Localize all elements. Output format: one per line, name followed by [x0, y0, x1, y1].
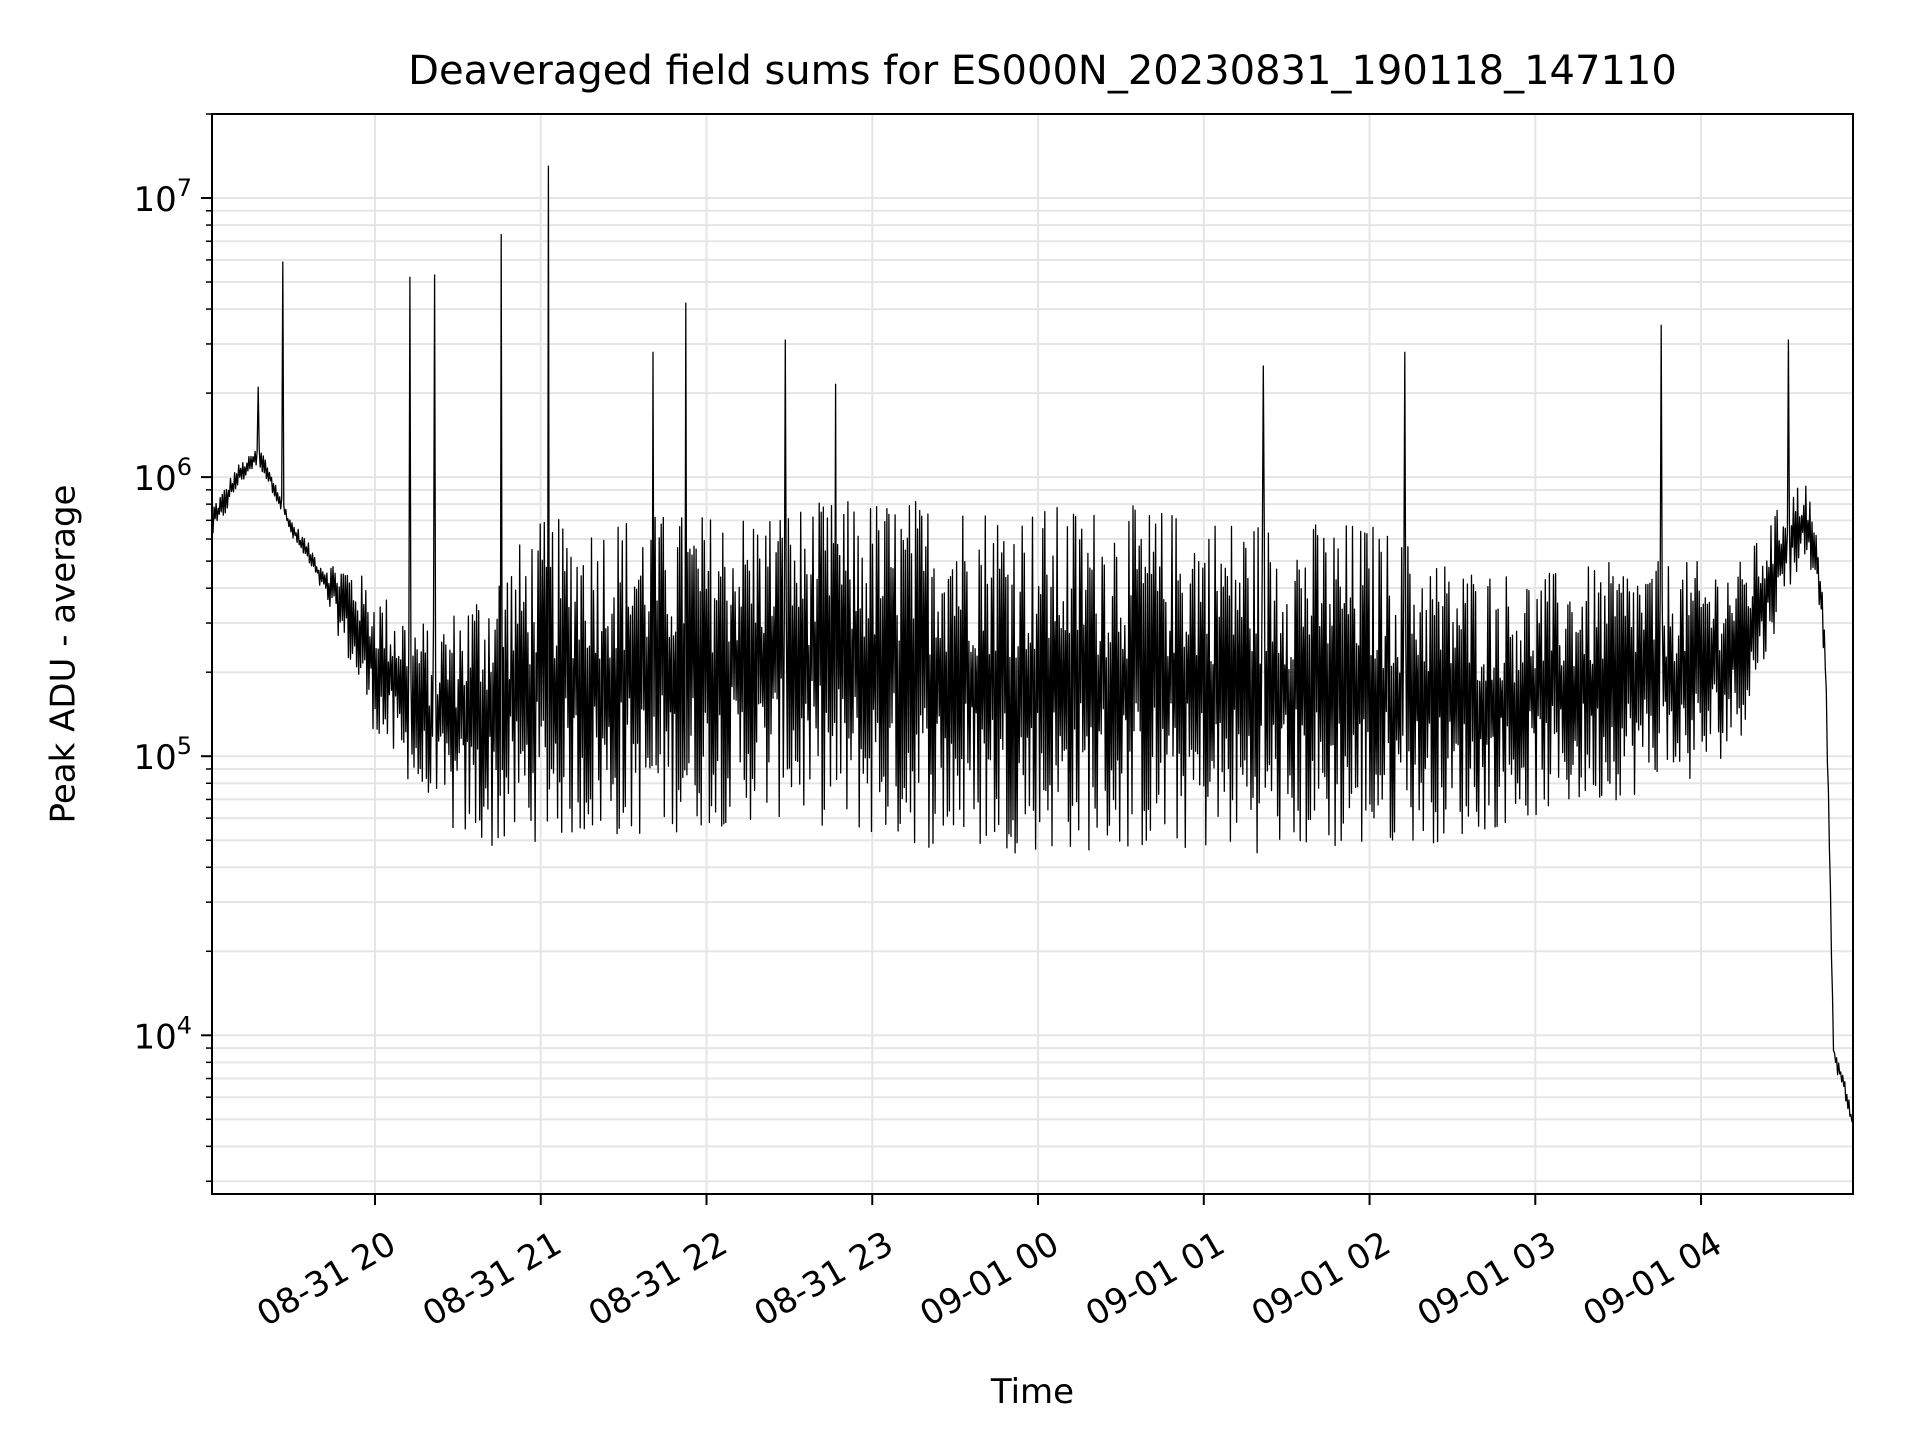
y-tick-label: 105 — [133, 732, 192, 778]
y-axis-label: Peak ADU - average — [44, 485, 84, 824]
data-series — [211, 165, 1854, 1123]
series-line — [211, 165, 1854, 1123]
y-tick-label: 107 — [133, 174, 192, 220]
grid — [212, 113, 1853, 1194]
x-axis-label: Time — [990, 1372, 1074, 1412]
y-tick-label: 106 — [133, 453, 192, 499]
chart-title: Deaveraged field sums for ES000N_2023083… — [408, 48, 1677, 94]
plot-frame — [211, 113, 1854, 1195]
y-tick-label: 104 — [133, 1011, 192, 1057]
